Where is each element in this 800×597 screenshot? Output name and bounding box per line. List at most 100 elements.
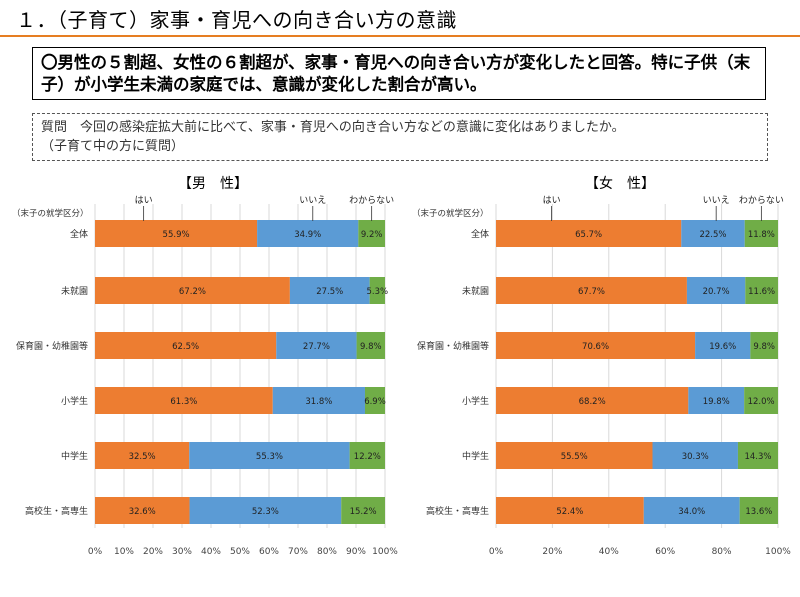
male-category-tick-label: 未就園 — [61, 285, 88, 297]
male-category-tick-label: 高校生・高専生 — [25, 505, 88, 517]
female-data-label: 11.8% — [748, 230, 775, 240]
female-data-label: 11.6% — [748, 287, 775, 297]
female-bar-segment — [496, 497, 644, 524]
male-category-tick-label: 中学生 — [61, 450, 88, 462]
male-data-label: 32.5% — [129, 452, 156, 462]
male-x-tick-label: 60% — [259, 547, 279, 557]
female-data-label: 65.7% — [575, 230, 602, 240]
male-x-tick-label: 20% — [143, 547, 163, 557]
female-category-tick-label: 保育園・幼稚園等 — [417, 340, 489, 352]
female-x-tick-label: 40% — [599, 547, 619, 557]
male-bar-segment — [272, 387, 365, 414]
female-data-label: 12.0% — [748, 397, 775, 407]
male-bar-segment — [356, 332, 385, 359]
male-data-label: 32.6% — [129, 507, 156, 517]
male-bar-segment — [276, 332, 357, 359]
male-series-label: はい — [135, 195, 153, 206]
female-bar-segment — [652, 442, 738, 469]
male-data-label: 67.2% — [179, 287, 206, 297]
female-category-tick-label: 小学生 — [462, 395, 489, 407]
male-data-label: 27.7% — [303, 342, 330, 352]
female-bar-segment — [695, 332, 751, 359]
male-bar-segment — [95, 387, 273, 414]
female-series-label: いいえ — [703, 195, 730, 206]
female-bar-segment — [681, 220, 745, 247]
male-series-label: いいえ — [299, 195, 326, 206]
female-category-tick-label: 高校生・高専生 — [426, 505, 489, 517]
male-data-label: 55.3% — [256, 452, 283, 462]
summary-text: 〇男性の５割超、女性の６割超が、家事・育児への向き合い方が変化したと回答。特に子… — [41, 53, 751, 94]
female-data-label: 22.5% — [699, 230, 726, 240]
female-bar-segment — [496, 277, 687, 304]
male-bar-segment — [289, 277, 370, 304]
male-data-label: 31.8% — [305, 397, 332, 407]
female-data-label: 13.6% — [745, 507, 772, 517]
male-bar-segment — [95, 497, 190, 524]
male-x-tick-label: 0% — [88, 547, 103, 557]
male-data-label: 34.9% — [294, 230, 321, 240]
female-data-label: 20.7% — [703, 287, 730, 297]
female-bar-segment — [496, 332, 696, 359]
female-data-label: 52.4% — [556, 507, 583, 517]
female-series-label: わからない — [739, 195, 784, 206]
female-data-label: 9.8% — [753, 342, 775, 352]
male-bar-segment — [95, 442, 190, 469]
male-bar-segment — [189, 442, 350, 469]
male-category-tick-label: 小学生 — [61, 395, 88, 407]
male-bar-segment — [341, 497, 385, 524]
male-series-label: わからない — [349, 195, 394, 206]
male-bar-segment — [95, 220, 258, 247]
male-data-label: 9.8% — [360, 342, 382, 352]
male-data-label: 15.2% — [350, 507, 377, 517]
male-x-tick-label: 40% — [201, 547, 221, 557]
female-category-label: （末子の就学区分） — [412, 208, 489, 219]
male-category-tick-label: 全体 — [70, 228, 88, 240]
female-chart-title: 【女 性】 — [585, 175, 655, 192]
female-data-label: 19.6% — [709, 342, 736, 352]
male-chart: 【男 性】 （末子の就学区分） 0% 10% 20% 30% 40% 50% 60% 70% 80%… — [12, 176, 398, 557]
female-x-tick-label: 20% — [542, 547, 562, 557]
male-bar-segment — [189, 497, 342, 524]
male-x-tick-label: 70% — [288, 547, 308, 557]
male-bar-segment — [349, 442, 385, 469]
female-category-tick-label: 中学生 — [462, 450, 489, 462]
male-x-tick-label: 90% — [346, 547, 366, 557]
male-data-label: 55.9% — [163, 230, 190, 240]
female-chart: 【女 性】 （末子の就学区分） 0% 20% 40% 60% 80% 100% 全体 65.7% 2… — [412, 175, 791, 557]
question-box: 質問 今回の感染症拡大前に比べて、家事・育児への向き合い方などの意識に変化はあり… — [32, 113, 768, 161]
female-data-label: 34.0% — [678, 507, 705, 517]
female-bar-segment — [496, 220, 682, 247]
male-bar-segment — [364, 387, 385, 414]
female-bar-segment — [737, 442, 778, 469]
female-data-label: 70.6% — [582, 342, 609, 352]
female-bar-segment — [643, 497, 740, 524]
female-category-tick-label: 未就園 — [462, 285, 489, 297]
female-bar-segment — [496, 387, 689, 414]
question-note: （子育て中の方に質問） — [41, 139, 185, 154]
female-x-tick-label: 60% — [655, 547, 675, 557]
title-underline — [0, 35, 800, 37]
female-data-label: 19.8% — [703, 397, 730, 407]
female-data-label: 30.3% — [682, 452, 709, 462]
male-data-label: 62.5% — [172, 342, 199, 352]
female-bar-segment — [496, 442, 653, 469]
question-text: 質問 今回の感染症拡大前に比べて、家事・育児への向き合い方などの意識に変化はあり… — [41, 120, 625, 135]
male-category-tick-label: 保育園・幼稚園等 — [16, 340, 88, 352]
female-data-label: 14.3% — [744, 452, 771, 462]
female-x-tick-label: 100% — [765, 547, 791, 557]
female-bar-segment — [739, 497, 778, 524]
female-data-label: 68.2% — [579, 397, 606, 407]
female-data-label: 67.7% — [578, 287, 605, 297]
female-category-tick-label: 全体 — [471, 228, 489, 240]
female-bar-segment — [750, 332, 778, 359]
female-bar-segment — [744, 220, 778, 247]
male-bar-segment — [95, 277, 290, 304]
page-title: １．（子育て）家事・育児への向き合い方の意識 — [16, 8, 457, 32]
male-category-label: （末子の就学区分） — [12, 208, 89, 219]
female-data-label: 55.5% — [561, 452, 588, 462]
male-bar-segment — [369, 277, 385, 304]
male-data-label: 9.2% — [361, 230, 383, 240]
male-data-label: 52.3% — [252, 507, 279, 517]
male-x-tick-label: 30% — [172, 547, 192, 557]
male-x-tick-label: 10% — [114, 547, 134, 557]
